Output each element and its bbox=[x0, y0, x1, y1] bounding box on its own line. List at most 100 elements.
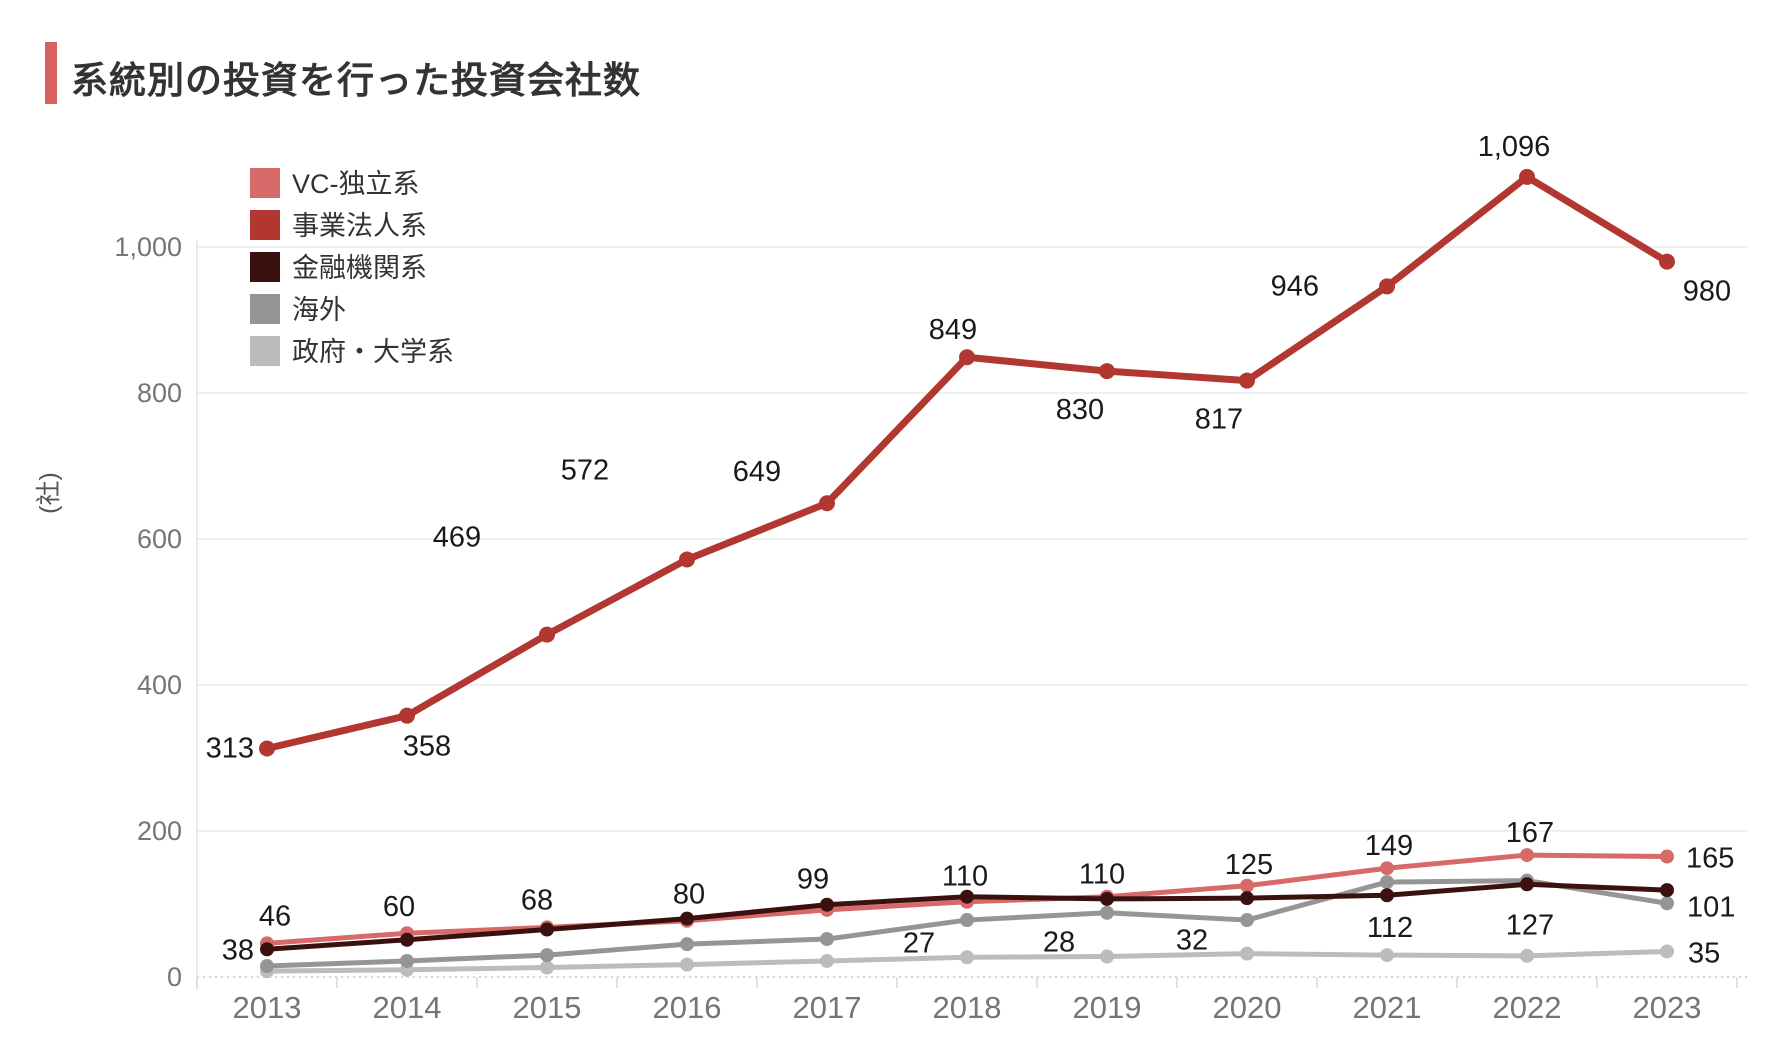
series-line bbox=[263, 173, 1671, 753]
series-point bbox=[400, 953, 414, 968]
series-point bbox=[539, 626, 555, 643]
x-tick-label: 2017 bbox=[793, 990, 862, 1025]
legend-label: 金融機関系 bbox=[292, 253, 427, 283]
series-point bbox=[1240, 913, 1254, 928]
series-point bbox=[820, 953, 834, 968]
point-label: 830 bbox=[1056, 394, 1104, 426]
point-label: 46 bbox=[259, 900, 291, 932]
series-point bbox=[1380, 948, 1394, 963]
series-point bbox=[1239, 372, 1255, 389]
series-point bbox=[1380, 888, 1394, 903]
series-point bbox=[1520, 948, 1534, 963]
legend-swatch bbox=[250, 168, 280, 198]
y-tick-label: 600 bbox=[137, 524, 182, 554]
x-tick-label: 2015 bbox=[513, 990, 582, 1025]
series-point bbox=[1100, 949, 1114, 964]
series-政府・大学系 bbox=[260, 944, 1674, 979]
legend-label: VC-独立系 bbox=[292, 169, 420, 199]
legend-label: 政府・大学系 bbox=[292, 337, 454, 367]
point-label: 149 bbox=[1365, 830, 1413, 862]
series-point bbox=[1380, 861, 1394, 876]
series-point bbox=[680, 911, 694, 926]
x-tick-label: 2018 bbox=[933, 990, 1002, 1025]
legend-item-金融機関系: 金融機関系 bbox=[250, 252, 427, 283]
legend-item-VC-独立系: VC-独立系 bbox=[250, 168, 420, 199]
series-point bbox=[400, 932, 414, 947]
point-label: 38 bbox=[222, 934, 254, 966]
point-label: 817 bbox=[1195, 404, 1243, 436]
series-point bbox=[820, 897, 834, 912]
point-label: 110 bbox=[942, 861, 988, 893]
series-point bbox=[680, 957, 694, 972]
title-accent-bar bbox=[45, 42, 57, 104]
series-point bbox=[1660, 896, 1674, 911]
legend-label: 海外 bbox=[292, 295, 346, 325]
y-unit-label: (社) bbox=[35, 472, 63, 514]
series-point bbox=[1659, 253, 1675, 270]
point-label: 125 bbox=[1225, 849, 1273, 881]
legend-item-海外: 海外 bbox=[250, 294, 346, 325]
legend-swatch bbox=[250, 252, 280, 282]
series-point bbox=[1660, 883, 1674, 898]
series-point bbox=[959, 349, 975, 366]
series-point bbox=[259, 740, 275, 757]
point-label: 358 bbox=[403, 731, 451, 763]
point-label: 1,096 bbox=[1478, 131, 1551, 163]
series-point bbox=[1240, 891, 1254, 906]
page-header: 系統別の投資を行った投資会社数 bbox=[45, 42, 641, 104]
series-金融機関系 bbox=[260, 877, 1674, 957]
x-tick-label: 2023 bbox=[1633, 990, 1702, 1025]
point-label: 572 bbox=[561, 454, 609, 486]
point-label: 849 bbox=[929, 314, 977, 346]
x-tick-label: 2016 bbox=[653, 990, 722, 1025]
x-tick-label: 2020 bbox=[1213, 990, 1282, 1025]
y-tick-label: 1,000 bbox=[114, 232, 182, 262]
series-point bbox=[540, 948, 554, 963]
point-label: 112 bbox=[1367, 912, 1413, 944]
series-point bbox=[260, 959, 274, 974]
point-label: 80 bbox=[673, 879, 705, 911]
point-label: 946 bbox=[1271, 270, 1319, 302]
point-label: 101 bbox=[1687, 891, 1735, 923]
point-label: 127 bbox=[1506, 909, 1554, 941]
series-point bbox=[1099, 363, 1115, 380]
series-point bbox=[399, 707, 415, 724]
series-point bbox=[819, 495, 835, 512]
series-point bbox=[1520, 848, 1534, 863]
point-label: 28 bbox=[1043, 927, 1075, 959]
series-point bbox=[1380, 875, 1394, 890]
series-事業法人系 bbox=[259, 168, 1675, 757]
point-label: 68 bbox=[521, 884, 553, 916]
series-point bbox=[1519, 168, 1535, 185]
series-point bbox=[1240, 878, 1254, 893]
series-point bbox=[1520, 877, 1534, 892]
point-label: 35 bbox=[1688, 937, 1720, 969]
point-label: 980 bbox=[1683, 276, 1731, 308]
x-tick-label: 2022 bbox=[1493, 990, 1562, 1025]
x-tick-label: 2014 bbox=[373, 990, 442, 1025]
point-label: 313 bbox=[206, 733, 254, 765]
series-point bbox=[1660, 944, 1674, 959]
series-point bbox=[260, 942, 274, 957]
legend-swatch bbox=[250, 336, 280, 366]
series-point bbox=[820, 932, 834, 947]
series-point bbox=[960, 913, 974, 928]
series-point bbox=[1240, 946, 1254, 961]
series-point bbox=[1660, 849, 1674, 864]
point-label: 99 bbox=[797, 864, 829, 896]
legend-item-事業法人系: 事業法人系 bbox=[250, 210, 427, 241]
point-label: 469 bbox=[433, 522, 481, 554]
point-label: 32 bbox=[1176, 925, 1208, 957]
series-point bbox=[679, 551, 695, 568]
series-point bbox=[1379, 278, 1395, 295]
y-tick-label: 0 bbox=[167, 962, 182, 992]
series-point bbox=[540, 960, 554, 975]
legend-swatch bbox=[250, 294, 280, 324]
y-tick-label: 400 bbox=[137, 670, 182, 700]
series-point bbox=[680, 937, 694, 952]
point-label: 60 bbox=[383, 891, 415, 923]
y-tick-label: 200 bbox=[137, 816, 182, 846]
